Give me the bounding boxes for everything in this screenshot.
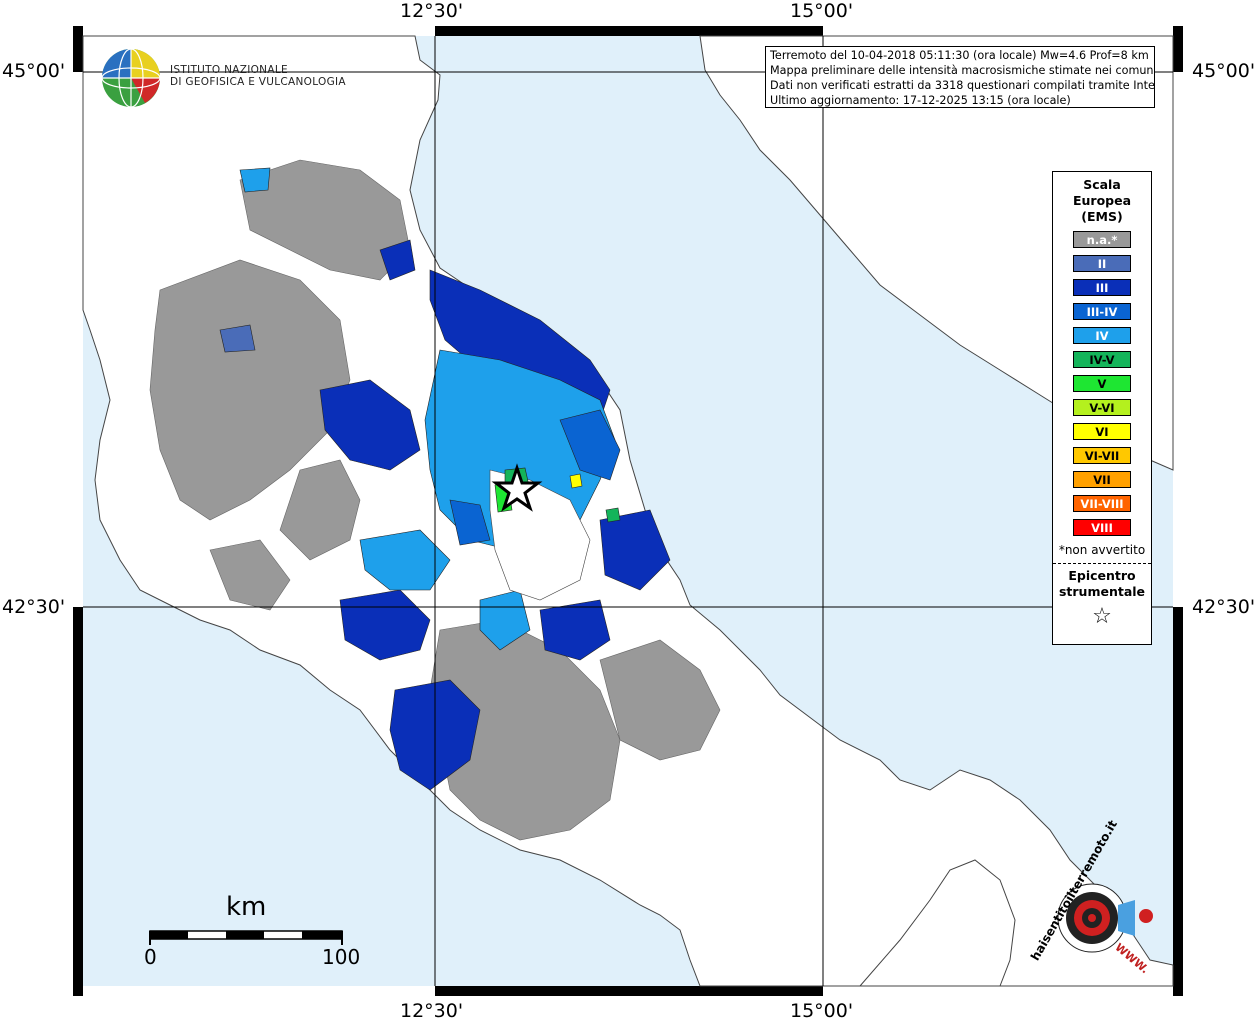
ingv-logo-text: ISTITUTO NAZIONALE DI GEOFISICA E VULCAN… bbox=[170, 64, 346, 88]
na-zones bbox=[149, 159, 721, 841]
legend-star-icon: ☆ bbox=[1092, 604, 1112, 629]
scale-max: 100 bbox=[322, 945, 361, 969]
ingv-logo-icon bbox=[101, 48, 161, 108]
lon-label-bottom-right: 15°00' bbox=[790, 1000, 854, 1022]
legend-swatch: IV-V bbox=[1073, 351, 1131, 368]
lat-label-right-bottom: 42°30' bbox=[1192, 596, 1255, 618]
legend-swatch: VI-VII bbox=[1073, 447, 1131, 464]
ingv-line1: ISTITUTO NAZIONALE bbox=[170, 64, 288, 76]
legend-title-3: (EMS) bbox=[1081, 209, 1123, 224]
info-line1: Terremoto del 10-04-2018 05:11:30 (ora l… bbox=[770, 49, 1149, 62]
lat-label-right-top: 45°00' bbox=[1192, 60, 1255, 82]
southern-land bbox=[858, 859, 1016, 987]
scale-unit: km bbox=[226, 892, 267, 922]
lat-label-left-top: 45°00' bbox=[2, 60, 66, 82]
legend-swatch: V bbox=[1073, 375, 1131, 392]
lon-label-bottom-left: 12°30' bbox=[400, 1000, 464, 1022]
legend-swatch: VIII bbox=[1073, 519, 1131, 536]
legend-swatch: n.a.* bbox=[1073, 231, 1131, 248]
info-line2: Mappa preliminare delle intensità macros… bbox=[770, 64, 1155, 77]
lon-label-top-left: 12°30' bbox=[400, 0, 464, 22]
scale-bar bbox=[149, 930, 343, 945]
lat-label-left-bottom: 42°30' bbox=[2, 596, 66, 618]
legend-swatch: VII bbox=[1073, 471, 1131, 488]
intensity-vi-zone bbox=[569, 473, 583, 489]
central-gap bbox=[489, 469, 591, 601]
legend-epicenter: Epicentro strumentale bbox=[1053, 568, 1151, 600]
legend-title: Scala Europea (EMS) bbox=[1053, 177, 1151, 225]
legend-swatch: III bbox=[1073, 279, 1131, 296]
legend-swatch: V-VI bbox=[1073, 399, 1131, 416]
legend-note: *non avvertito bbox=[1058, 543, 1146, 557]
legend-title-1: Scala bbox=[1083, 177, 1121, 192]
info-line3: Dati non verificati estratti da 3318 que… bbox=[770, 79, 1155, 92]
lon-label-top-right: 15°00' bbox=[790, 0, 854, 22]
info-line4: Ultimo aggiornamento: 17-12-2025 13:15 (… bbox=[770, 94, 1071, 107]
legend-swatch: III-IV bbox=[1073, 303, 1131, 320]
hsit-logo-icon bbox=[1057, 883, 1153, 953]
epicenter-star-icon bbox=[491, 463, 543, 512]
legend-swatch: VI bbox=[1073, 423, 1131, 440]
legend-epi-2: strumentale bbox=[1058, 584, 1146, 599]
legend-swatch: VII-VIII bbox=[1073, 495, 1131, 512]
legend-swatch: IV bbox=[1073, 327, 1131, 344]
intensity-legend: Scala Europea (EMS) n.a.* II III III-IV IV IV… bbox=[1052, 171, 1152, 645]
scale-min: 0 bbox=[144, 945, 157, 969]
legend-separator bbox=[1053, 563, 1151, 564]
event-info-box: Terremoto del 10-04-2018 05:11:30 (ora l… bbox=[765, 46, 1155, 108]
legend-swatch: II bbox=[1073, 255, 1131, 272]
intensity-iii-iv-zones bbox=[219, 324, 621, 546]
ingv-line2: DI GEOFISICA E VULCANOLOGIA bbox=[170, 76, 346, 88]
legend-items: n.a.* II III III-IV IV IV-V V V-VI VI VI-VII VII VI… bbox=[1053, 231, 1151, 536]
legend-epi-1: Epicentro bbox=[1068, 568, 1136, 583]
legend-title-2: Europea bbox=[1072, 193, 1132, 208]
